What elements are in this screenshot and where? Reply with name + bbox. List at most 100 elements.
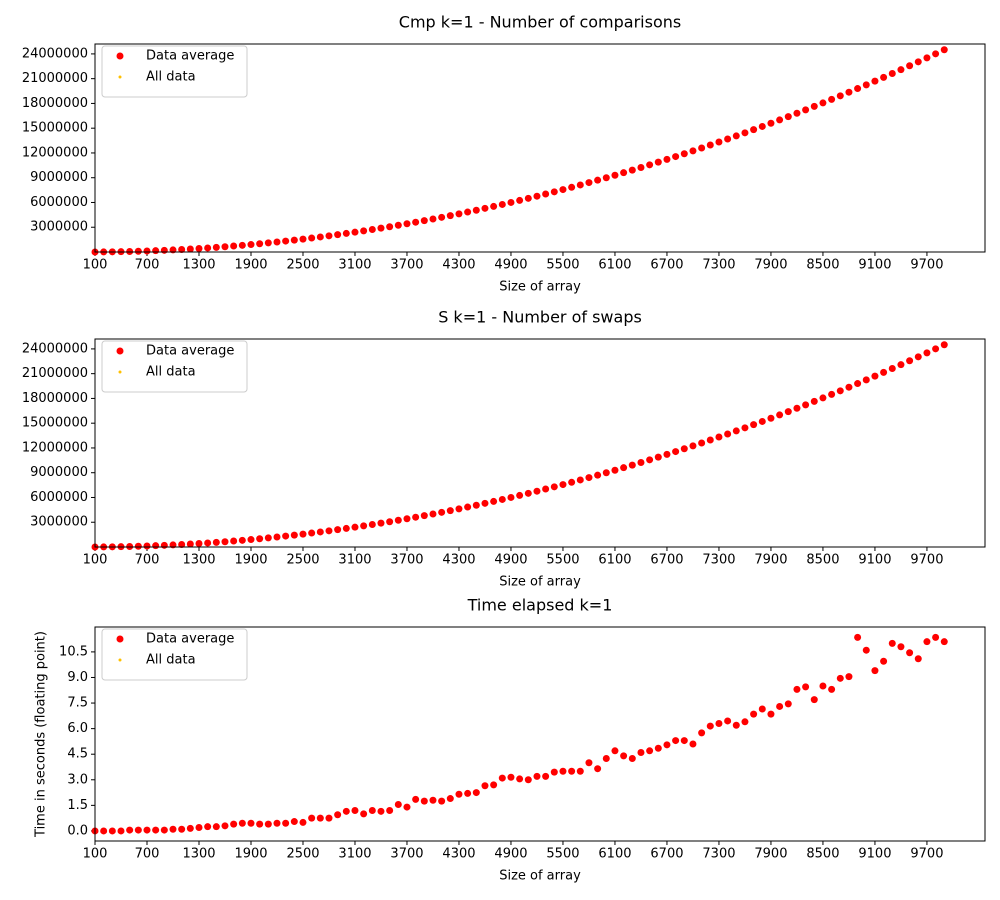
data-point bbox=[576, 767, 584, 775]
data-point bbox=[724, 717, 732, 725]
data-point bbox=[516, 196, 524, 204]
x-tick-label: 2500 bbox=[286, 847, 319, 862]
x-tick-label: 4900 bbox=[494, 847, 527, 862]
data-point bbox=[810, 397, 818, 405]
y-tick-label: 12000000 bbox=[22, 440, 88, 455]
legend-label: All data bbox=[146, 70, 196, 85]
x-tick-label: 6100 bbox=[598, 258, 631, 273]
x-tick-label: 700 bbox=[135, 553, 160, 568]
data-point bbox=[507, 493, 515, 501]
data-point bbox=[325, 232, 333, 240]
data-point bbox=[819, 394, 827, 402]
x-tick-label: 3700 bbox=[390, 258, 423, 273]
data-point bbox=[420, 217, 428, 225]
data-point bbox=[420, 512, 428, 520]
data-point bbox=[316, 814, 324, 822]
data-point bbox=[862, 376, 870, 384]
legend-label: All data bbox=[146, 365, 196, 380]
data-point bbox=[594, 765, 602, 773]
y-tick-label: 24000000 bbox=[22, 341, 88, 356]
data-point bbox=[810, 102, 818, 110]
y-tick-label: 3.0 bbox=[67, 772, 88, 787]
y-tick-label: 6000000 bbox=[30, 490, 88, 505]
data-point bbox=[238, 241, 246, 249]
chart-title: Time elapsed k=1 bbox=[467, 596, 613, 615]
x-tick-label: 9700 bbox=[910, 553, 943, 568]
data-point bbox=[178, 825, 186, 833]
data-point bbox=[542, 190, 550, 198]
data-point bbox=[602, 469, 610, 477]
data-point bbox=[854, 85, 862, 93]
data-point bbox=[273, 819, 281, 827]
data-point bbox=[126, 826, 134, 834]
data-point bbox=[342, 229, 350, 237]
x-tick-label: 100 bbox=[83, 258, 108, 273]
data-point bbox=[542, 485, 550, 493]
data-point bbox=[290, 531, 298, 539]
data-point bbox=[221, 822, 229, 830]
data-point bbox=[897, 361, 905, 369]
x-tick-label: 100 bbox=[83, 553, 108, 568]
data-point bbox=[568, 183, 576, 191]
legend-marker bbox=[118, 658, 122, 662]
data-point bbox=[698, 439, 706, 447]
data-point bbox=[559, 481, 567, 489]
data-point bbox=[698, 144, 706, 152]
data-point bbox=[559, 767, 567, 775]
data-point bbox=[663, 741, 671, 749]
data-point bbox=[377, 807, 385, 815]
data-point bbox=[377, 519, 385, 527]
data-point bbox=[550, 483, 558, 491]
data-point bbox=[221, 243, 229, 251]
x-axis-label: Size of array bbox=[499, 869, 581, 884]
data-point bbox=[316, 233, 324, 241]
axes-frame bbox=[94, 338, 986, 548]
data-point bbox=[282, 532, 290, 540]
x-tick-label: 1300 bbox=[182, 553, 215, 568]
data-point bbox=[758, 417, 766, 425]
x-tick-label: 5500 bbox=[546, 553, 579, 568]
data-point bbox=[533, 772, 541, 780]
data-point bbox=[776, 702, 784, 710]
data-point bbox=[264, 820, 272, 828]
data-point bbox=[871, 77, 879, 85]
data-point bbox=[628, 461, 636, 469]
x-tick-label: 7300 bbox=[702, 258, 735, 273]
x-tick-label: 7900 bbox=[754, 258, 787, 273]
data-point bbox=[212, 243, 220, 251]
x-tick-label: 1900 bbox=[234, 847, 267, 862]
data-point bbox=[628, 754, 636, 762]
legend-label: Data average bbox=[146, 49, 234, 64]
legend: Data average All data bbox=[101, 628, 248, 681]
data-point bbox=[507, 198, 515, 206]
data-point bbox=[403, 803, 411, 811]
data-point bbox=[524, 489, 532, 497]
data-point bbox=[802, 106, 810, 114]
data-point bbox=[204, 244, 212, 252]
data-point bbox=[654, 453, 662, 461]
data-point bbox=[299, 235, 307, 243]
data-point bbox=[542, 772, 550, 780]
data-point bbox=[524, 194, 532, 202]
data-point bbox=[732, 427, 740, 435]
x-tick-label: 7900 bbox=[754, 847, 787, 862]
x-tick-label: 3100 bbox=[338, 258, 371, 273]
legend-marker bbox=[116, 635, 124, 643]
y-tick-label: 3000000 bbox=[30, 220, 88, 235]
x-tick-label: 3100 bbox=[338, 847, 371, 862]
x-axis-label: Size of array bbox=[499, 280, 581, 295]
data-point bbox=[550, 188, 558, 196]
data-point bbox=[394, 516, 402, 524]
data-point bbox=[498, 774, 506, 782]
x-tick-label: 5500 bbox=[546, 258, 579, 273]
axes-frame bbox=[94, 43, 986, 253]
data-point bbox=[412, 513, 420, 521]
x-tick-label: 7300 bbox=[702, 553, 735, 568]
data-point bbox=[776, 116, 784, 124]
data-point bbox=[429, 796, 437, 804]
data-point bbox=[767, 710, 775, 718]
data-point bbox=[750, 421, 758, 429]
data-point bbox=[897, 643, 905, 651]
data-point bbox=[230, 242, 238, 250]
